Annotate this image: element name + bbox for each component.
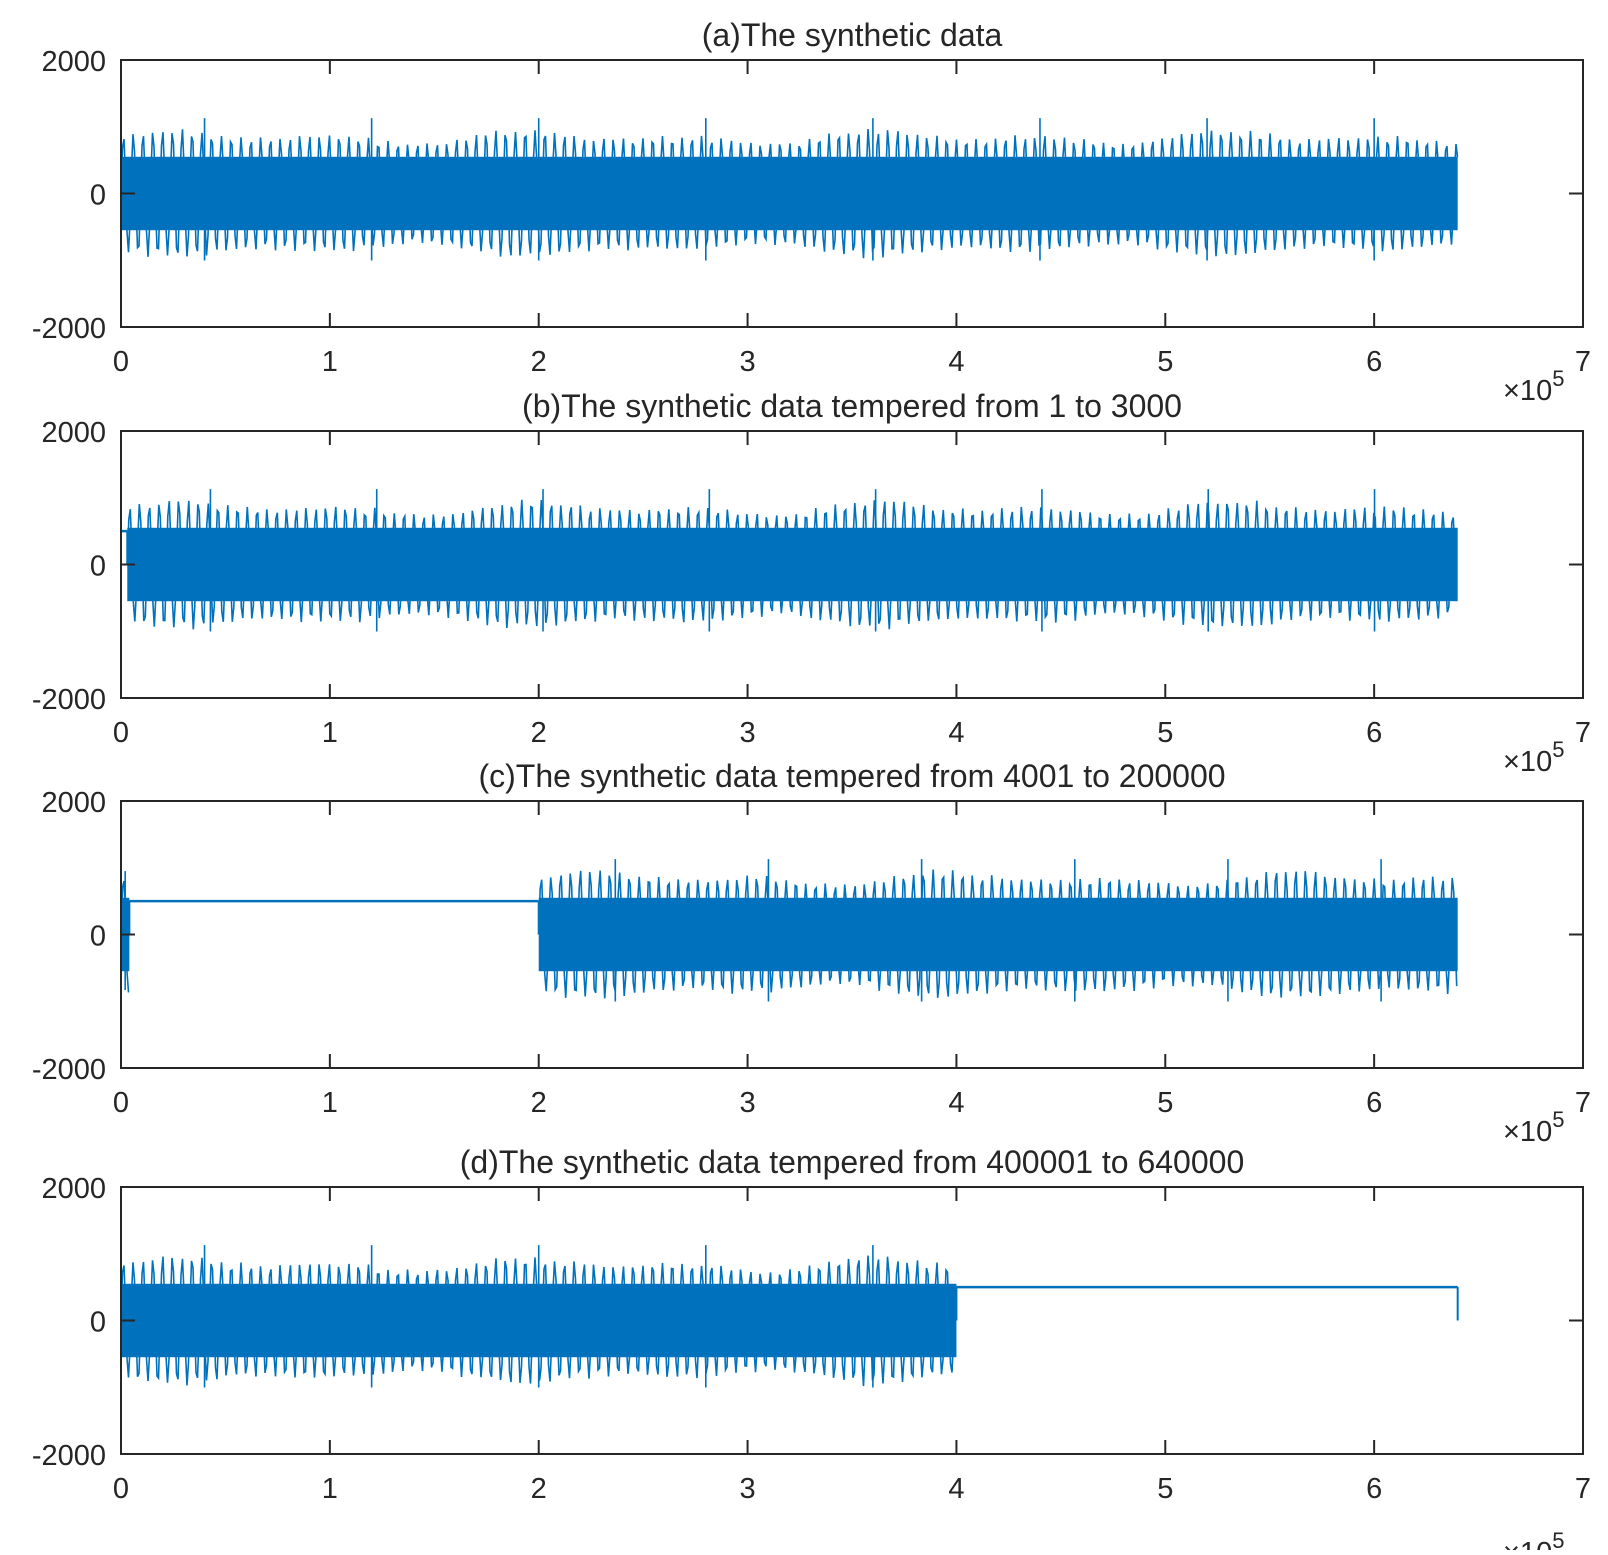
x-tick-label: 4 <box>948 1473 964 1505</box>
x-tick-label: 2 <box>531 1087 547 1119</box>
x-exponent-power: 5 <box>1552 737 1564 762</box>
x-tick-label: 1 <box>322 1087 338 1119</box>
y-tick-label: 0 <box>90 921 106 953</box>
x-tick-label: 2 <box>531 346 547 378</box>
x-exponent-base: ×10 <box>1503 1537 1552 1550</box>
x-tick-label: 0 <box>113 1473 129 1505</box>
x-tick-label: 3 <box>740 346 756 378</box>
x-exponent-label: ×105 <box>1503 737 1564 778</box>
y-tick-label: -2000 <box>32 1440 106 1472</box>
x-tick-label: 7 <box>1575 1473 1591 1505</box>
x-tick-label: 1 <box>322 717 338 749</box>
x-exponent-label: ×105 <box>1503 1107 1564 1148</box>
x-exponent-power: 5 <box>1552 1107 1564 1132</box>
x-tick-label: 4 <box>948 717 964 749</box>
x-tick-label: 1 <box>322 346 338 378</box>
y-tick-label: 0 <box>90 551 106 583</box>
x-tick-label: 2 <box>531 717 547 749</box>
subplot-title: (d)The synthetic data tempered from 4000… <box>460 1144 1244 1180</box>
x-exponent-base: ×10 <box>1503 1116 1552 1148</box>
y-tick-label: -2000 <box>32 313 106 345</box>
y-tick-label: 2000 <box>41 1173 106 1205</box>
x-tick-label: 4 <box>948 346 964 378</box>
x-tick-label: 5 <box>1157 346 1173 378</box>
y-tick-label: 2000 <box>41 417 106 449</box>
x-exponent-base: ×10 <box>1503 746 1552 778</box>
x-tick-label: 2 <box>531 1473 547 1505</box>
x-tick-label: 7 <box>1575 346 1591 378</box>
x-tick-label: 3 <box>740 1473 756 1505</box>
x-exponent-label: ×105 <box>1503 366 1564 407</box>
signal-trace <box>126 499 1458 630</box>
signal-trace <box>537 869 1458 999</box>
x-tick-label: 1 <box>322 1473 338 1505</box>
x-exponent-power: 5 <box>1552 1528 1564 1550</box>
x-tick-label: 6 <box>1366 1473 1382 1505</box>
y-tick-label: 2000 <box>41 787 106 819</box>
subplot-title: (b)The synthetic data tempered from 1 to… <box>522 388 1182 424</box>
y-tick-label: 2000 <box>41 46 106 78</box>
x-tick-label: 6 <box>1366 1087 1382 1119</box>
x-exponent-label: ×105 <box>1503 1528 1564 1550</box>
y-tick-label: -2000 <box>32 684 106 716</box>
x-tick-label: 5 <box>1157 717 1173 749</box>
x-tick-label: 0 <box>113 717 129 749</box>
x-tick-label: 0 <box>113 1087 129 1119</box>
y-tick-label: 0 <box>90 180 106 212</box>
subplot-title: (c)The synthetic data tempered from 4001… <box>478 758 1225 794</box>
signal-trace <box>120 128 1459 259</box>
x-tick-label: 0 <box>113 346 129 378</box>
x-tick-label: 5 <box>1157 1087 1173 1119</box>
y-tick-label: 0 <box>90 1307 106 1339</box>
y-tick-label: -2000 <box>32 1054 106 1086</box>
x-tick-label: 7 <box>1575 1087 1591 1119</box>
x-tick-label: 4 <box>948 1087 964 1119</box>
x-tick-label: 6 <box>1366 346 1382 378</box>
x-tick-label: 6 <box>1366 717 1382 749</box>
x-exponent-base: ×10 <box>1503 375 1552 407</box>
x-tick-label: 7 <box>1575 717 1591 749</box>
x-tick-label: 3 <box>740 717 756 749</box>
signal-core <box>121 156 1458 231</box>
x-exponent-power: 5 <box>1552 366 1564 391</box>
x-tick-label: 3 <box>740 1087 756 1119</box>
subplot-title: (a)The synthetic data <box>702 17 1003 53</box>
x-tick-label: 5 <box>1157 1473 1173 1505</box>
